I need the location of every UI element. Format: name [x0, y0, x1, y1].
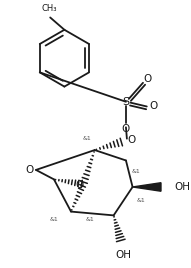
Text: O: O [122, 124, 130, 134]
Text: O: O [144, 74, 152, 84]
Text: O: O [149, 102, 158, 111]
Text: &1: &1 [136, 198, 145, 203]
Text: O: O [75, 180, 84, 190]
Polygon shape [133, 183, 161, 191]
Text: &1: &1 [132, 169, 140, 174]
Text: &1: &1 [86, 217, 94, 222]
Text: OH: OH [174, 182, 190, 192]
Text: &1: &1 [50, 217, 58, 222]
Text: S: S [122, 97, 129, 107]
Text: OH: OH [115, 250, 131, 260]
Text: O: O [26, 165, 34, 175]
Text: O: O [128, 135, 136, 145]
Text: CH₃: CH₃ [41, 4, 57, 13]
Text: &1: &1 [83, 136, 91, 141]
